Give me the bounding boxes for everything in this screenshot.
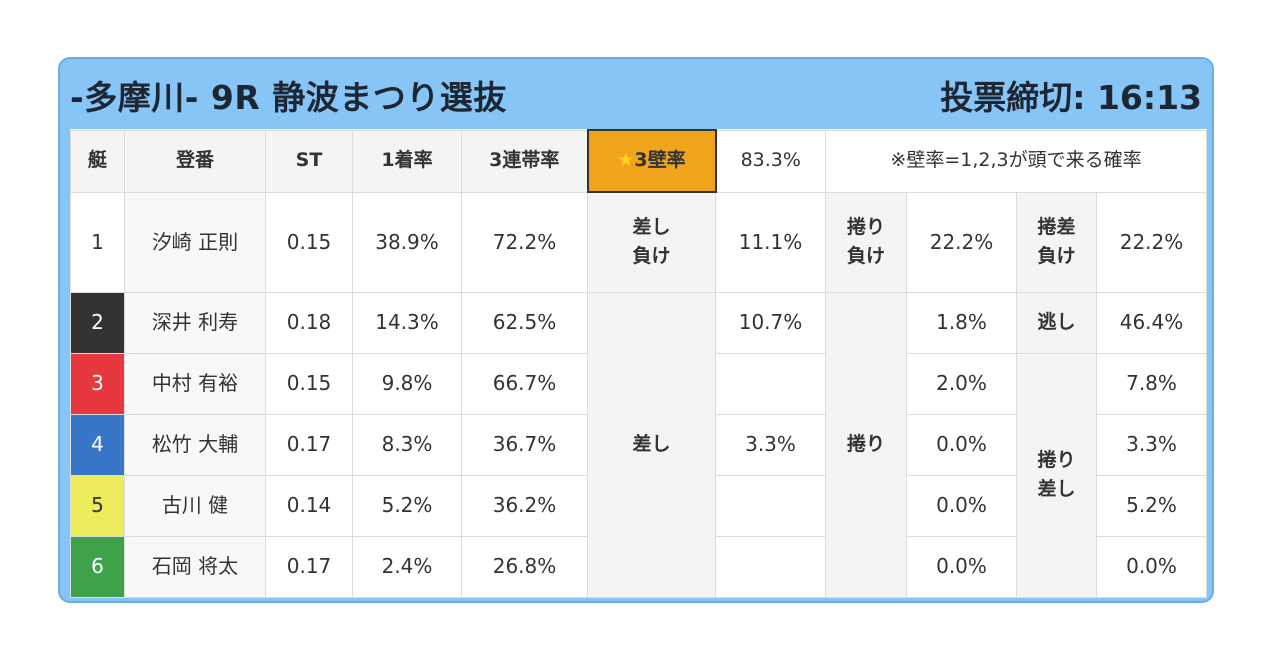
nige-pct: 46.4% [1096,291,1207,354]
lane-number: 2 [70,291,125,354]
lane-number: 3 [70,352,125,415]
racer-name: 松竹 大輔 [124,413,266,476]
top3-value: 62.5% [461,291,588,354]
table-row: 1 汐崎 正則 0.15 38.9% 72.2% 差し 負け 11.1% 捲り 負け… [70,191,1207,293]
table-row: 3 中村 有裕 0.15 9.8% 66.7% 2.0% 捲り 差し 7.8% [70,352,1207,598]
table-row: 2 深井 利寿 0.18 14.3% 62.5% 差し 10.7% 捲り 1.8… [70,291,1207,598]
makurizashi-make-pct: 22.2% [1096,191,1207,293]
makurizashi-make-label: 捲差 負け [1016,191,1097,293]
race-title: -多摩川- 9R 静波まつり選抜 [70,78,507,117]
star-icon: ★ [617,149,635,172]
st-value: 0.17 [265,535,353,598]
sashi-pct: 3.3% [715,413,826,476]
makuri-make-pct: 22.2% [906,191,1017,293]
win1-value: 14.3% [352,291,462,354]
lane-number: 1 [70,191,125,293]
win1-value: 38.9% [352,191,462,293]
sashi-make-pct: 11.1% [715,191,826,293]
sashi-pct-empty [715,474,826,537]
sashi-make-label: 差し 負け [587,191,716,293]
table-row: 6 石岡 将太 0.17 2.4% 26.8% 0.0% 0.0% [70,535,1207,598]
win1-value: 5.2% [352,474,462,537]
makurizashi-pct: 0.0% [1096,535,1207,598]
racer-name: 汐崎 正則 [124,191,266,293]
sashi-pct-empty [715,352,826,415]
makurizashi-pct: 3.3% [1096,413,1207,476]
top3-value: 66.7% [461,352,588,415]
st-value: 0.15 [265,352,353,415]
makuri-label: 捲り [825,291,907,598]
col-top3: 3連帯率 [461,129,588,193]
racer-name: 中村 有裕 [124,352,266,415]
win1-value: 9.8% [352,352,462,415]
kabe-rate-note: ※壁率=1,2,3が頭で来る確率 [825,129,1207,193]
lane-number: 5 [70,474,125,537]
col-lane: 艇 [70,129,125,193]
makurizashi-pct: 7.8% [1096,352,1207,415]
race-card: -多摩川- 9R 静波まつり選抜 投票締切: 16:13 艇 登番 ST 1着率… [58,57,1214,603]
racer-name: 古川 健 [124,474,266,537]
table-row: 4 松竹 大輔 0.17 8.3% 36.7% 3.3% 0.0% 3.3% [70,413,1207,476]
kabe-rate-value: 83.3% [715,129,826,193]
sashi-pct-empty [715,535,826,598]
top3-value: 72.2% [461,191,588,293]
st-value: 0.18 [265,291,353,354]
makuri-pct: 2.0% [906,352,1017,415]
kabe-rate-label: ★3壁率 [586,129,717,193]
top3-value: 26.8% [461,535,588,598]
makuri-pct: 0.0% [906,474,1017,537]
makurizashi-pct: 5.2% [1096,474,1207,537]
makuri-pct: 0.0% [906,535,1017,598]
racer-name: 深井 利寿 [124,291,266,354]
makuri-pct: 0.0% [906,413,1017,476]
sashi-pct: 10.7% [715,291,826,354]
table-header-row: 艇 登番 ST 1着率 3連帯率 ★3壁率 83.3% ※壁率=1,2,3が頭で… [70,129,1207,193]
col-name: 登番 [124,129,266,193]
race-header: -多摩川- 9R 静波まつり選抜 投票締切: 16:13 [60,59,1212,129]
vote-deadline: 投票締切: 16:13 [940,78,1202,117]
lane-number: 4 [70,413,125,476]
makuri-pct: 1.8% [906,291,1017,354]
st-value: 0.15 [265,191,353,293]
col-st: ST [265,129,353,193]
top3-value: 36.7% [461,413,588,476]
makuri-make-label: 捲り 負け [825,191,907,293]
st-value: 0.17 [265,413,353,476]
racer-name: 石岡 将太 [124,535,266,598]
race-stats-table: 艇 登番 ST 1着率 3連帯率 ★3壁率 83.3% ※壁率=1,2,3が頭で… [70,129,1207,598]
lane-number: 6 [70,535,125,598]
col-win1: 1着率 [352,129,462,193]
top3-value: 36.2% [461,474,588,537]
makurizashi-label: 捲り 差し [1016,352,1097,598]
win1-value: 8.3% [352,413,462,476]
nige-label: 逃し [1016,291,1097,354]
win1-value: 2.4% [352,535,462,598]
st-value: 0.14 [265,474,353,537]
table-row: 5 古川 健 0.14 5.2% 36.2% 0.0% 5.2% [70,474,1207,537]
sashi-label: 差し [587,291,716,598]
